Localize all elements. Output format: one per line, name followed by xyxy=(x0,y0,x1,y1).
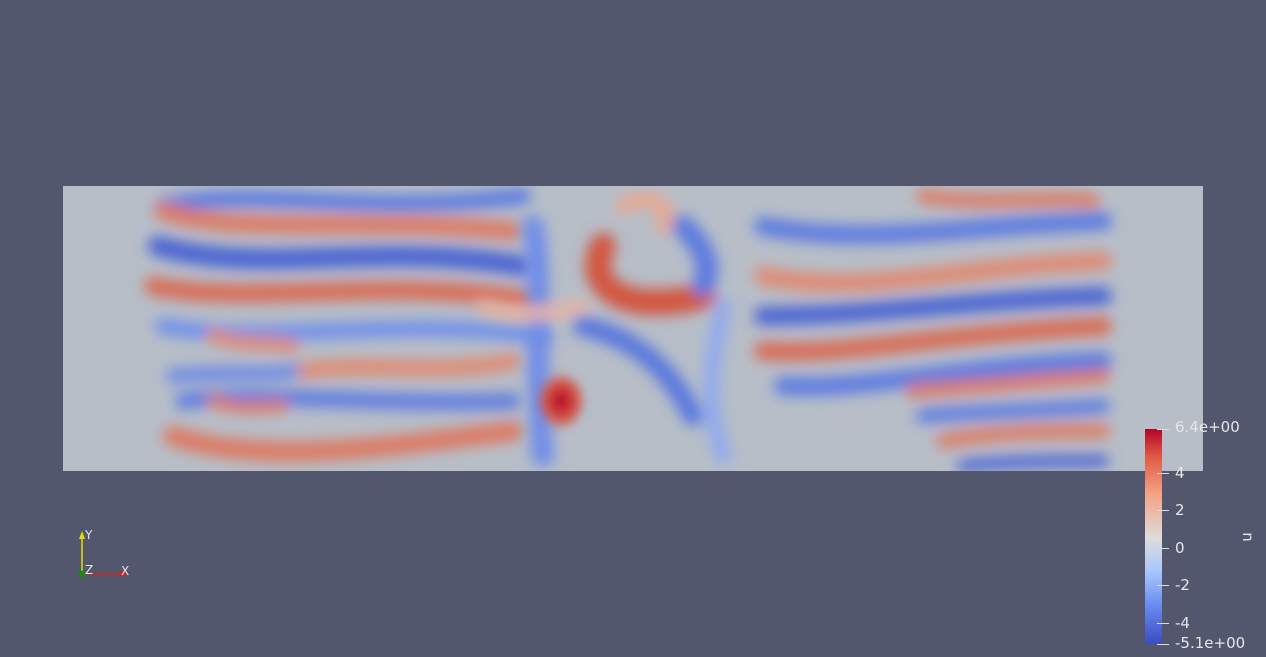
scalar-field-plot[interactable] xyxy=(63,186,1203,471)
colorbar-tick-label: 0 xyxy=(1175,539,1185,557)
colorbar-tick-max xyxy=(1157,429,1169,430)
colorbar-tick-label: 4 xyxy=(1175,464,1185,482)
colorbar-tick xyxy=(1157,548,1169,549)
orientation-axes: Y X Z xyxy=(70,525,140,585)
axis-y-label: Y xyxy=(85,528,93,542)
colorbar-min-label: -5.1e+00 xyxy=(1175,634,1246,652)
colorbar-tick-label: -4 xyxy=(1175,614,1190,632)
axis-z-label: Z xyxy=(85,563,94,577)
colorbar-tick xyxy=(1157,473,1169,474)
colorbar-max-label: 6.4e+00 xyxy=(1175,418,1240,436)
colorbar-tick-label: 2 xyxy=(1175,501,1185,519)
colorbar-tick-min xyxy=(1157,644,1169,645)
colorbar-title: n xyxy=(1238,532,1257,542)
colorbar-tick-label: -2 xyxy=(1175,576,1190,594)
colorbar-gradient xyxy=(1145,429,1162,644)
colorbar-tick xyxy=(1157,623,1169,624)
axis-x-label: X xyxy=(121,564,130,578)
colorbar-tick xyxy=(1157,510,1169,511)
orientation-axes-icon xyxy=(78,531,128,578)
colorbar-tick xyxy=(1157,585,1169,586)
scalar-field-image xyxy=(144,188,1112,471)
